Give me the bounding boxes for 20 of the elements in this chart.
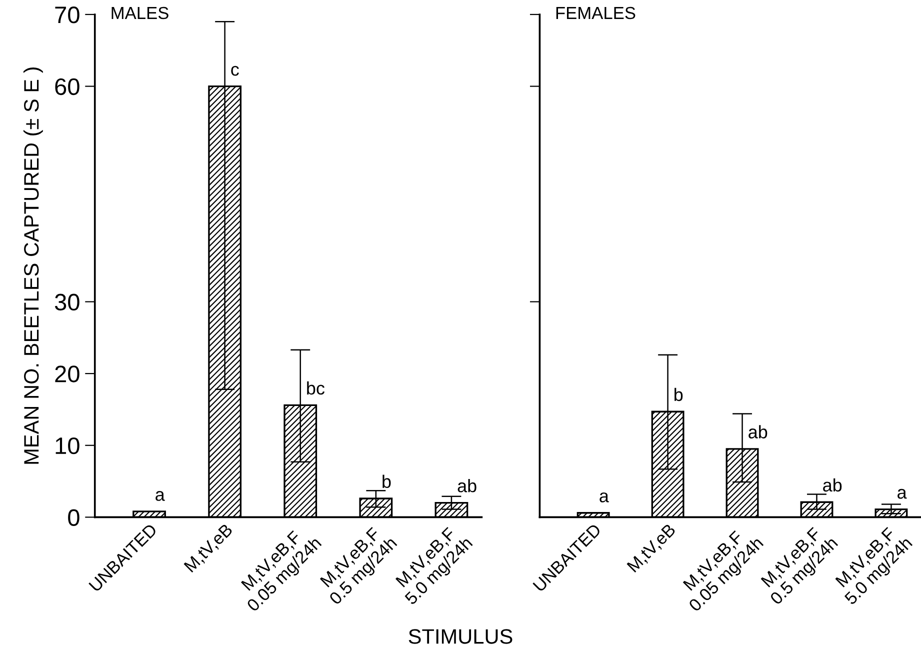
chart-title: FEMALES xyxy=(556,6,636,20)
annotation: ab xyxy=(748,425,768,438)
chart-title: MALES xyxy=(112,6,168,20)
annotation: b xyxy=(382,474,391,488)
y-axis-title: MEAN NO. BEETLES CAPTURED (± S E ) xyxy=(23,68,43,464)
x-axis-title: STIMULUS xyxy=(408,629,512,644)
annotation: ab xyxy=(823,478,842,492)
annotation: a xyxy=(898,488,907,499)
annotation: b xyxy=(674,388,683,402)
annotation: a xyxy=(600,492,609,502)
y-tick-label: 20 xyxy=(55,366,80,382)
y-tick-label: 0 xyxy=(68,509,80,526)
annotation: ab xyxy=(458,479,476,492)
y-tick-label: 60 xyxy=(55,78,80,96)
y-tick-label: 10 xyxy=(56,437,80,454)
annotation: a xyxy=(156,491,165,501)
y-tick-label: 30 xyxy=(54,294,80,311)
annotation: c xyxy=(231,66,239,76)
y-tick-label: 70 xyxy=(55,6,80,24)
annotation: bc xyxy=(307,381,325,395)
